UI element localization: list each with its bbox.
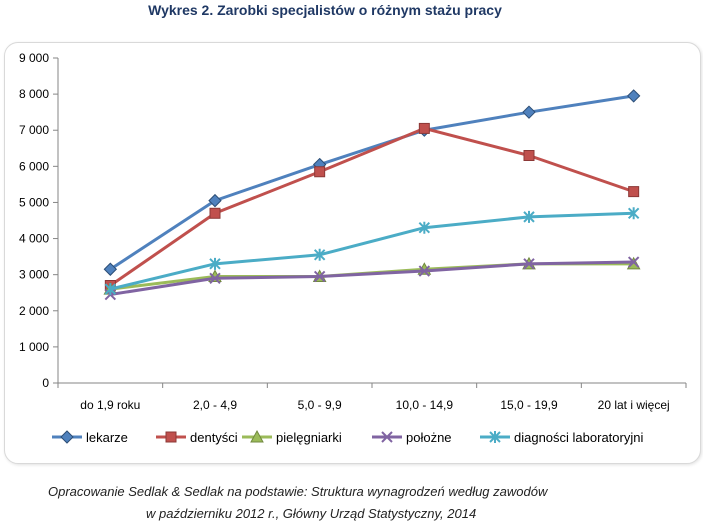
y-tick-label: 4 000 xyxy=(19,232,49,246)
y-tick-label: 9 000 xyxy=(19,51,49,65)
data-point-3-2 xyxy=(313,270,326,283)
series-line-1 xyxy=(108,126,636,287)
y-tick-label: 7 000 xyxy=(19,123,49,137)
data-point-1-5 xyxy=(628,186,640,198)
data-point-0-1 xyxy=(208,193,222,208)
legend-label-4: diagności laboratoryjni xyxy=(514,430,643,445)
y-tick-label: 1 000 xyxy=(19,340,49,354)
source-note-line-1: Opracowanie Sedlak & Sedlak na podstawie… xyxy=(48,484,548,499)
x-tick-label: 15,0 - 19,9 xyxy=(500,398,558,412)
legend-marker-1 xyxy=(165,431,177,443)
x-tick-label: 20 lat i więcej xyxy=(598,398,670,412)
data-point-3-4 xyxy=(523,258,535,270)
y-tick-label: 0 xyxy=(42,376,49,390)
series-line-2 xyxy=(108,262,636,291)
source-note-line-2: w październiku 2012 r., Główny Urząd Sta… xyxy=(146,506,477,521)
x-tick-label: 2,0 - 4,9 xyxy=(193,398,237,412)
data-point-4-4 xyxy=(523,210,535,223)
x-tick-label: 10,0 - 14,9 xyxy=(396,398,454,412)
series-line-3 xyxy=(108,260,636,297)
legend-marker-0 xyxy=(60,430,74,444)
data-point-4-5 xyxy=(627,207,640,220)
y-tick-label: 8 000 xyxy=(19,87,49,101)
series-line-0 xyxy=(108,94,636,271)
data-point-3-3 xyxy=(418,265,431,277)
legend-label-1: dentyści xyxy=(190,430,238,445)
data-point-3-5 xyxy=(627,256,640,268)
legend-marker-2 xyxy=(250,429,264,443)
data-point-1-4 xyxy=(523,150,535,161)
data-point-3-1 xyxy=(209,272,221,284)
legend-label-3: położne xyxy=(406,430,452,445)
data-point-0-0 xyxy=(103,262,118,276)
data-point-0-5 xyxy=(626,89,641,103)
data-point-4-0 xyxy=(104,283,117,296)
data-point-1-3 xyxy=(418,122,430,134)
y-tick-label: 3 000 xyxy=(19,268,49,282)
legend-marker-3 xyxy=(381,431,393,443)
chart-panel xyxy=(4,42,701,464)
legend-marker-4 xyxy=(489,431,501,443)
data-point-1-2 xyxy=(314,166,326,178)
data-point-1-1 xyxy=(209,207,221,219)
y-tick-label: 5 000 xyxy=(19,195,49,209)
data-point-4-2 xyxy=(313,248,326,261)
x-tick-label: 5,0 - 9,9 xyxy=(298,398,342,412)
legend-label-2: pielęgniarki xyxy=(276,430,342,445)
data-point-4-1 xyxy=(209,257,221,270)
y-tick-label: 2 000 xyxy=(19,304,49,318)
data-point-0-4 xyxy=(522,105,536,119)
legend-label-0: lekarze xyxy=(86,430,128,445)
data-point-4-3 xyxy=(418,221,431,234)
y-tick-label: 6 000 xyxy=(19,159,49,173)
x-tick-label: do 1,9 roku xyxy=(80,398,140,412)
series-line-4 xyxy=(108,211,636,291)
chart-title: Wykres 2. Zarobki specjalistów o różnym … xyxy=(148,2,502,18)
line-chart: 0 1 000 2 000 3 000 4 000 5 000 6 000 7 000 8 00… xyxy=(19,51,687,445)
